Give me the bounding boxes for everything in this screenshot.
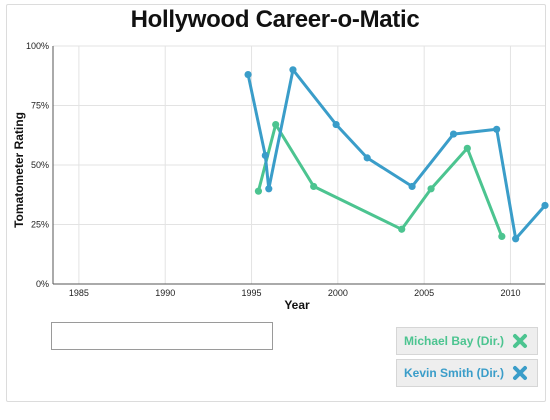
data-point[interactable] [363,154,371,162]
data-point[interactable] [289,66,297,74]
x-axis-label: Year [284,298,310,312]
search-input[interactable] [51,322,273,350]
chart-title: Hollywood Career-o-Matic [130,6,420,33]
data-point[interactable] [332,120,340,129]
data-point[interactable] [310,182,318,191]
data-point[interactable] [449,130,458,138]
x-tick-label: 2005 [414,288,434,298]
y-tick-label: 0% [36,279,49,289]
data-point[interactable] [493,125,501,133]
data-point[interactable] [398,225,406,233]
data-point[interactable] [512,235,520,243]
x-icon[interactable] [511,364,529,382]
legend-item-michael-bay[interactable]: Michael Bay (Dir.) [396,327,538,355]
legend-label: Kevin Smith (Dir.) [404,366,505,380]
x-tick-label: 1995 [242,288,262,298]
data-point[interactable] [541,201,549,210]
data-point[interactable] [272,120,280,129]
x-icon[interactable] [511,332,529,350]
x-tick-label: 1990 [155,288,175,298]
data-point[interactable] [244,70,252,79]
data-point[interactable] [498,232,506,240]
x-tick-label: 2000 [328,288,348,298]
y-tick-label: 50% [31,160,49,170]
data-point[interactable] [254,187,263,195]
data-point[interactable] [427,185,435,193]
data-point[interactable] [265,185,273,193]
data-point[interactable] [261,151,269,160]
legend-label: Michael Bay (Dir.) [404,334,505,348]
x-tick-label: 2010 [500,288,520,298]
data-point[interactable] [463,144,471,152]
y-axis-label: Tomatometer Rating [12,112,26,228]
data-point[interactable] [408,182,416,191]
series-line-1 [256,123,504,237]
legend-item-kevin-smith[interactable]: Kevin Smith (Dir.) [396,359,538,387]
y-tick-label: 75% [31,101,49,111]
x-tick-label: 1985 [69,288,89,298]
y-tick-label: 100% [26,41,49,51]
y-tick-label: 25% [31,220,49,230]
